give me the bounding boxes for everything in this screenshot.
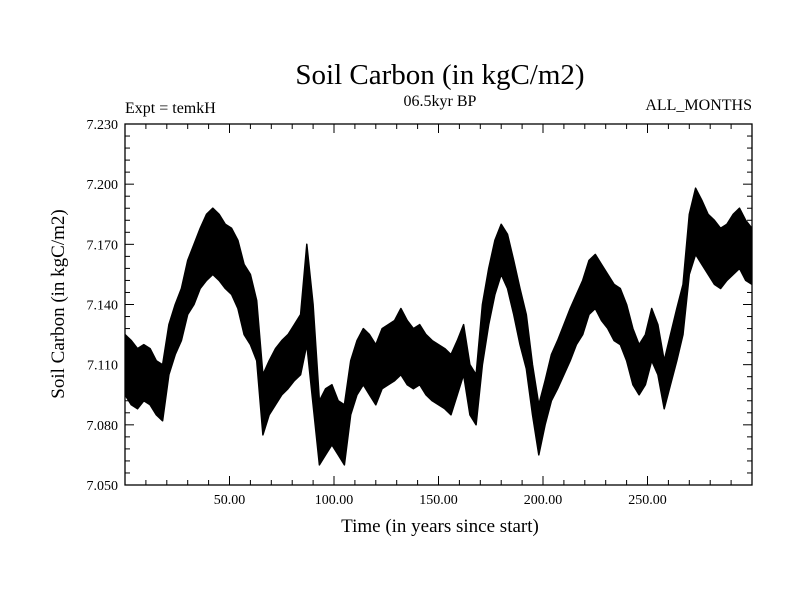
y-tick-label: 7.110 (87, 359, 118, 374)
chart-title: Soil Carbon (in kgC/m2) (295, 59, 584, 91)
x-tick-label: 50.00 (214, 493, 246, 508)
series-line-soil-carbon (125, 187, 752, 466)
x-tick-label: 200.00 (524, 493, 563, 508)
y-axis-label: Soil Carbon (in kgC/m2) (48, 209, 69, 398)
plot-frame (124, 123, 753, 486)
period-label: 06.5kyr BP (404, 93, 477, 110)
y-tick-label: 7.230 (87, 118, 119, 133)
plot-data-layer (125, 187, 752, 466)
y-tick-label: 7.080 (87, 419, 119, 434)
months-label: ALL_MONTHS (645, 97, 752, 114)
y-tick-label: 7.050 (87, 479, 119, 494)
x-axis-label: Time (in years since start) (341, 516, 539, 537)
y-tick-label: 7.140 (87, 299, 119, 314)
y-tick-label: 7.170 (87, 238, 119, 253)
experiment-label: Expt = temkH (125, 100, 216, 117)
ticks-layer: 50.00 100.00 150.00 200.00 250.00 7.050 7.080 7… (87, 118, 752, 508)
x-tick-label: 150.00 (419, 493, 458, 508)
y-tick-label: 7.200 (87, 178, 119, 193)
x-tick-label: 250.00 (628, 493, 667, 508)
x-tick-label: 100.00 (315, 493, 354, 508)
